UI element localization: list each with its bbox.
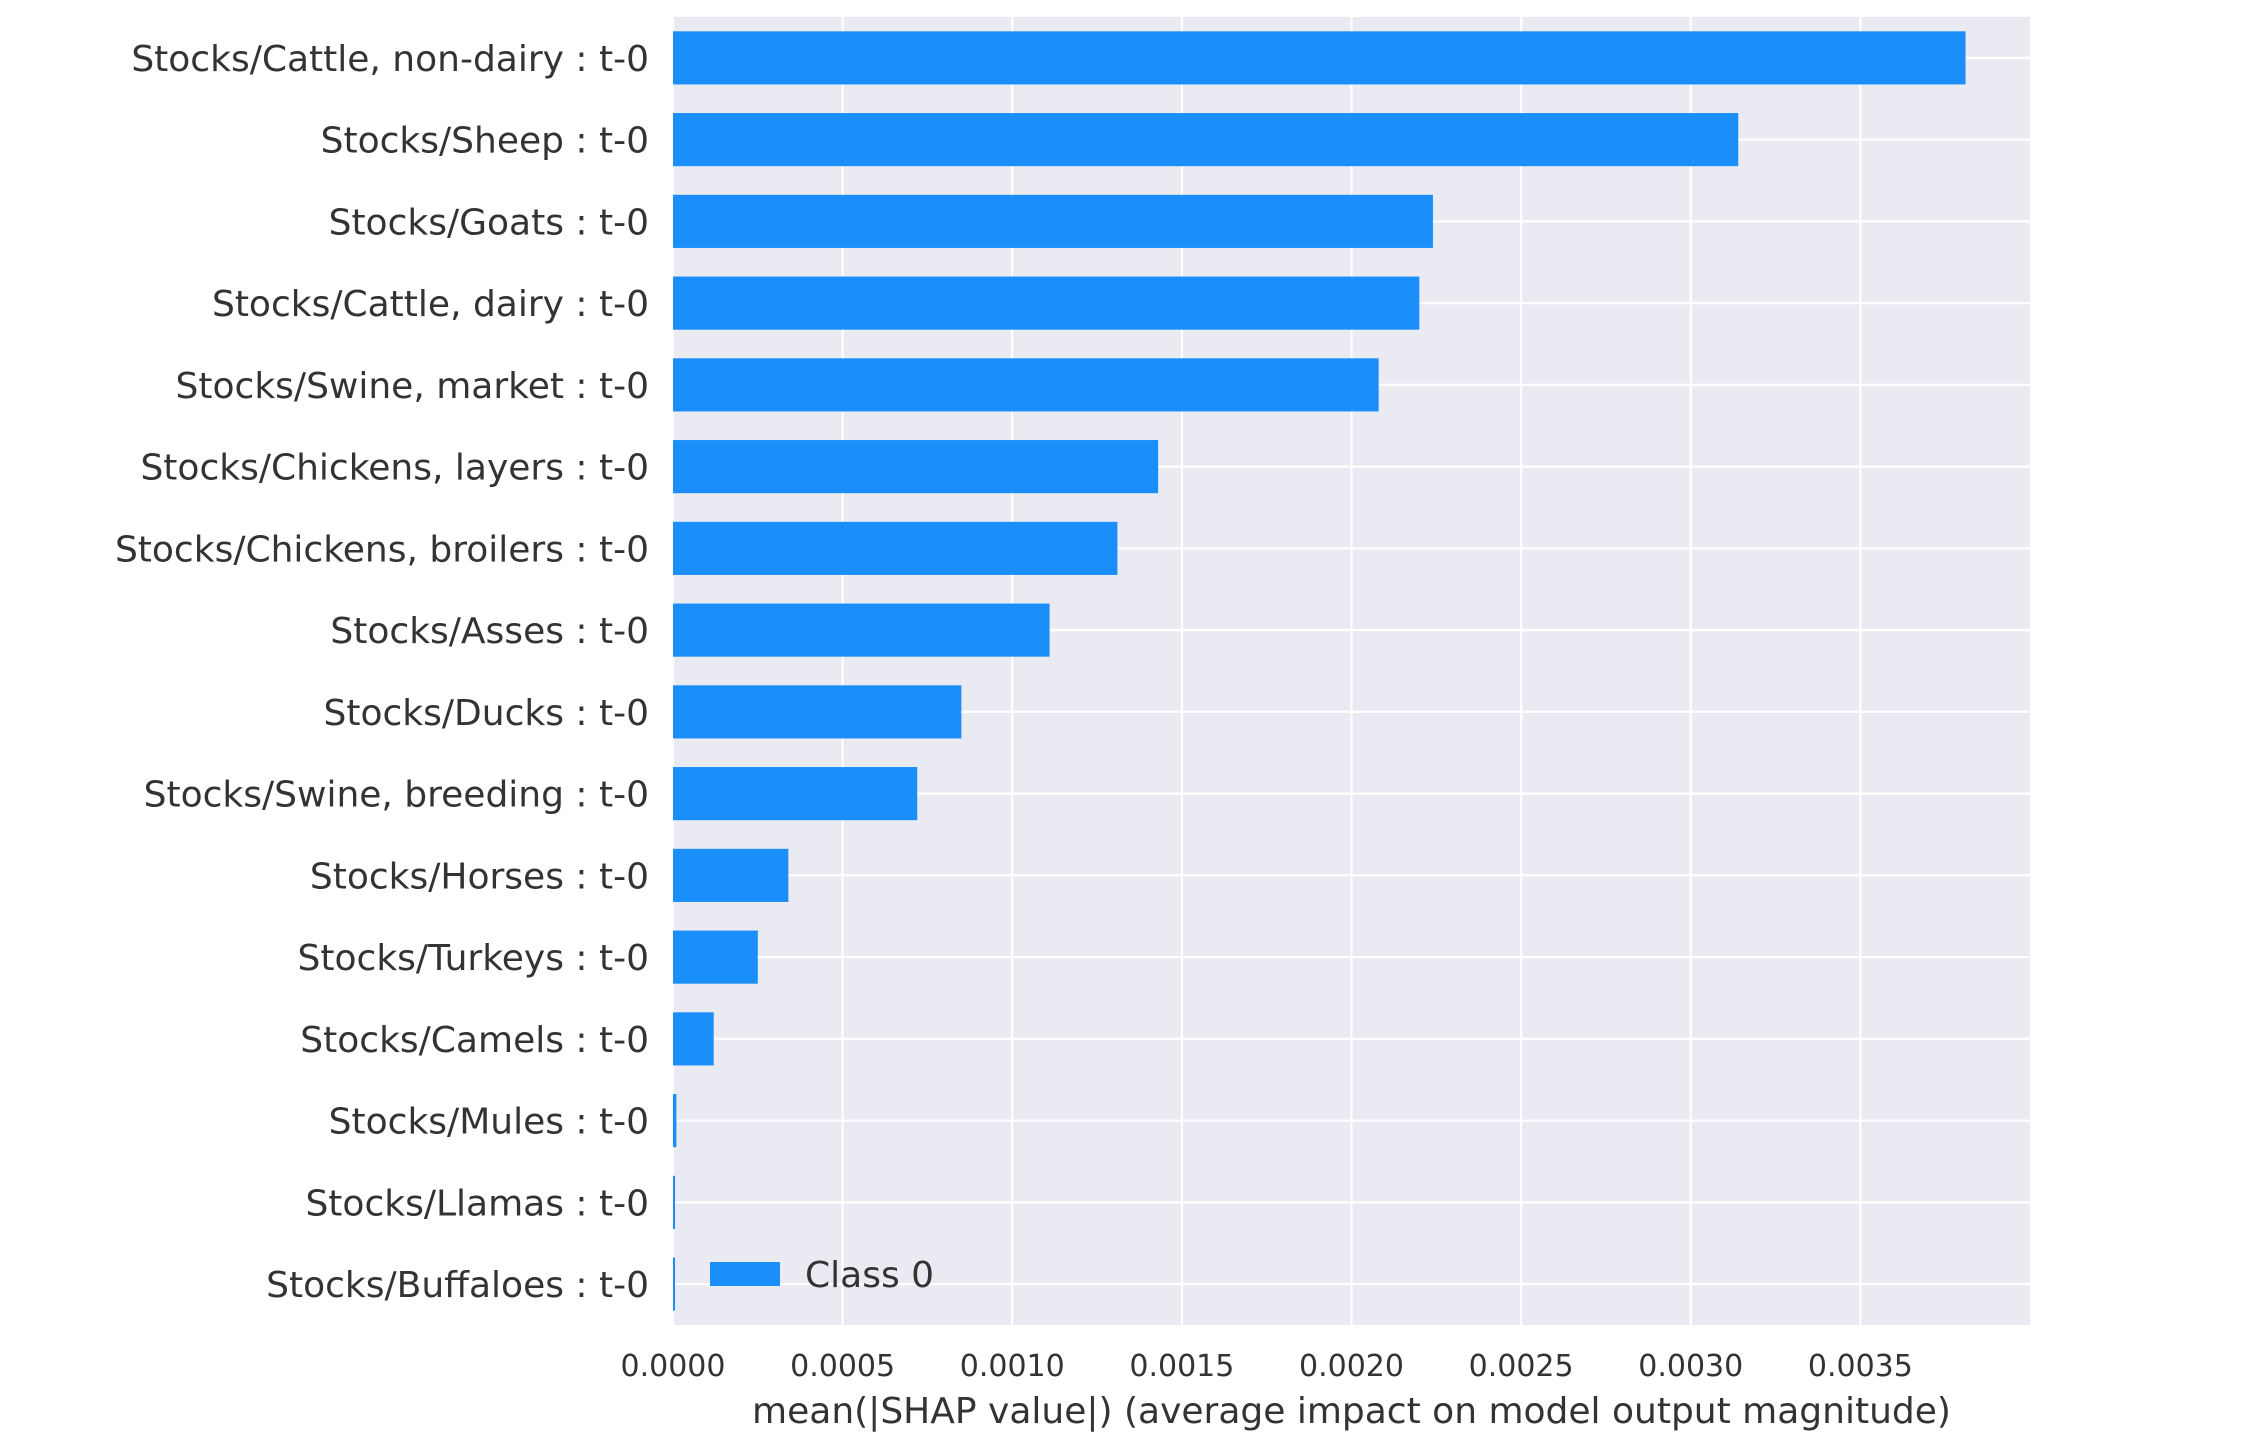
y-tick-label: Stocks/Cattle, dairy : t-0 bbox=[212, 284, 649, 325]
bar bbox=[673, 930, 758, 984]
bar bbox=[673, 31, 1966, 85]
y-tick-label: Stocks/Turkeys : t-0 bbox=[298, 938, 649, 979]
x-tick-label: 0.0015 bbox=[1129, 1349, 1234, 1384]
x-tick-labels: 0.0000 0.0005 0.0010 0.0015 0.0020 0.0025 0.00… bbox=[621, 1349, 1913, 1384]
bar bbox=[673, 1094, 677, 1148]
bar bbox=[673, 1012, 714, 1066]
bar bbox=[673, 1175, 675, 1229]
bar bbox=[673, 848, 789, 902]
bar bbox=[673, 358, 1379, 412]
y-tick-label: Stocks/Llamas : t-0 bbox=[305, 1183, 649, 1224]
x-tick-label: 0.0035 bbox=[1808, 1349, 1913, 1384]
x-tick-label: 0.0005 bbox=[790, 1349, 895, 1384]
bar bbox=[673, 1257, 675, 1311]
bar bbox=[673, 194, 1433, 248]
y-tick-label: Stocks/Ducks : t-0 bbox=[324, 693, 649, 734]
y-tick-label: Stocks/Swine, breeding : t-0 bbox=[144, 775, 649, 816]
x-tick-label: 0.0030 bbox=[1638, 1349, 1743, 1384]
y-tick-label: Stocks/Chickens, layers : t-0 bbox=[140, 448, 649, 489]
legend: Class 0 bbox=[710, 1255, 934, 1296]
y-tick-label: Stocks/Asses : t-0 bbox=[330, 611, 649, 652]
y-tick-labels: Stocks/Cattle, non-dairy : t-0 Stocks/She… bbox=[115, 39, 649, 1306]
y-tick-label: Stocks/Camels : t-0 bbox=[300, 1020, 649, 1061]
bars bbox=[673, 31, 1966, 1311]
y-tick-label: Stocks/Buffaloes : t-0 bbox=[266, 1265, 649, 1306]
bar bbox=[673, 276, 1420, 330]
x-tick-label: 0.0010 bbox=[960, 1349, 1065, 1384]
x-tick-label: 0.0020 bbox=[1299, 1349, 1404, 1384]
legend-swatch bbox=[710, 1262, 780, 1286]
bar bbox=[673, 685, 962, 739]
y-tick-label: Stocks/Mules : t-0 bbox=[329, 1102, 649, 1143]
y-tick-label: Stocks/Goats : t-0 bbox=[329, 202, 649, 243]
bar bbox=[673, 603, 1050, 657]
legend-label: Class 0 bbox=[805, 1255, 934, 1296]
x-tick-label: 0.0025 bbox=[1469, 1349, 1574, 1384]
y-tick-label: Stocks/Horses : t-0 bbox=[310, 856, 649, 897]
y-tick-label: Stocks/Cattle, non-dairy : t-0 bbox=[131, 39, 649, 80]
bar bbox=[673, 113, 1739, 167]
bar bbox=[673, 521, 1118, 575]
y-tick-label: Stocks/Swine, market : t-0 bbox=[176, 366, 649, 407]
y-tick-label: Stocks/Sheep : t-0 bbox=[321, 121, 649, 162]
x-tick-label: 0.0000 bbox=[621, 1349, 726, 1384]
y-tick-label: Stocks/Chickens, broilers : t-0 bbox=[115, 529, 649, 570]
bar bbox=[673, 440, 1159, 494]
x-axis-label: mean(|SHAP value|) (average impact on mo… bbox=[752, 1391, 1951, 1432]
bar bbox=[673, 767, 918, 821]
